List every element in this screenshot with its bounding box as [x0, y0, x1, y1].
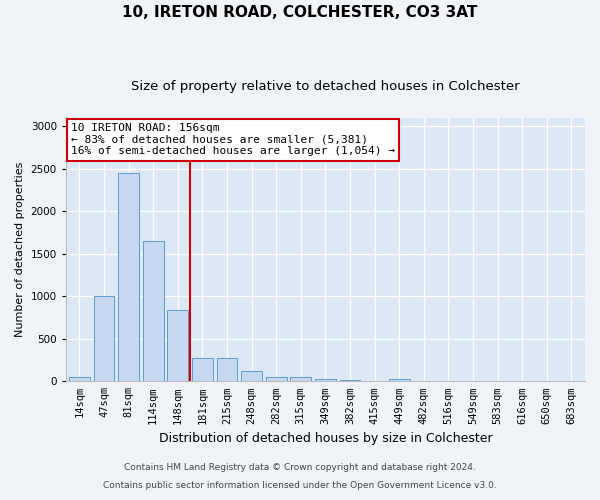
Bar: [69, 377, 90, 382]
Bar: [192, 358, 213, 382]
Text: Contains public sector information licensed under the Open Government Licence v3: Contains public sector information licen…: [103, 481, 497, 490]
Bar: [389, 379, 410, 382]
Bar: [143, 241, 164, 382]
Bar: [315, 379, 336, 382]
Bar: [217, 358, 238, 382]
Bar: [118, 173, 139, 382]
Bar: [290, 377, 311, 382]
Y-axis label: Number of detached properties: Number of detached properties: [15, 162, 25, 337]
Text: 10 IRETON ROAD: 156sqm
← 83% of detached houses are smaller (5,381)
16% of semi-: 10 IRETON ROAD: 156sqm ← 83% of detached…: [71, 123, 395, 156]
Bar: [167, 310, 188, 382]
Title: Size of property relative to detached houses in Colchester: Size of property relative to detached ho…: [131, 80, 520, 93]
Text: Contains HM Land Registry data © Crown copyright and database right 2024.: Contains HM Land Registry data © Crown c…: [124, 464, 476, 472]
Bar: [266, 377, 287, 382]
Bar: [241, 371, 262, 382]
Text: 10, IRETON ROAD, COLCHESTER, CO3 3AT: 10, IRETON ROAD, COLCHESTER, CO3 3AT: [122, 5, 478, 20]
Bar: [94, 296, 115, 382]
Bar: [340, 380, 361, 382]
X-axis label: Distribution of detached houses by size in Colchester: Distribution of detached houses by size …: [158, 432, 492, 445]
